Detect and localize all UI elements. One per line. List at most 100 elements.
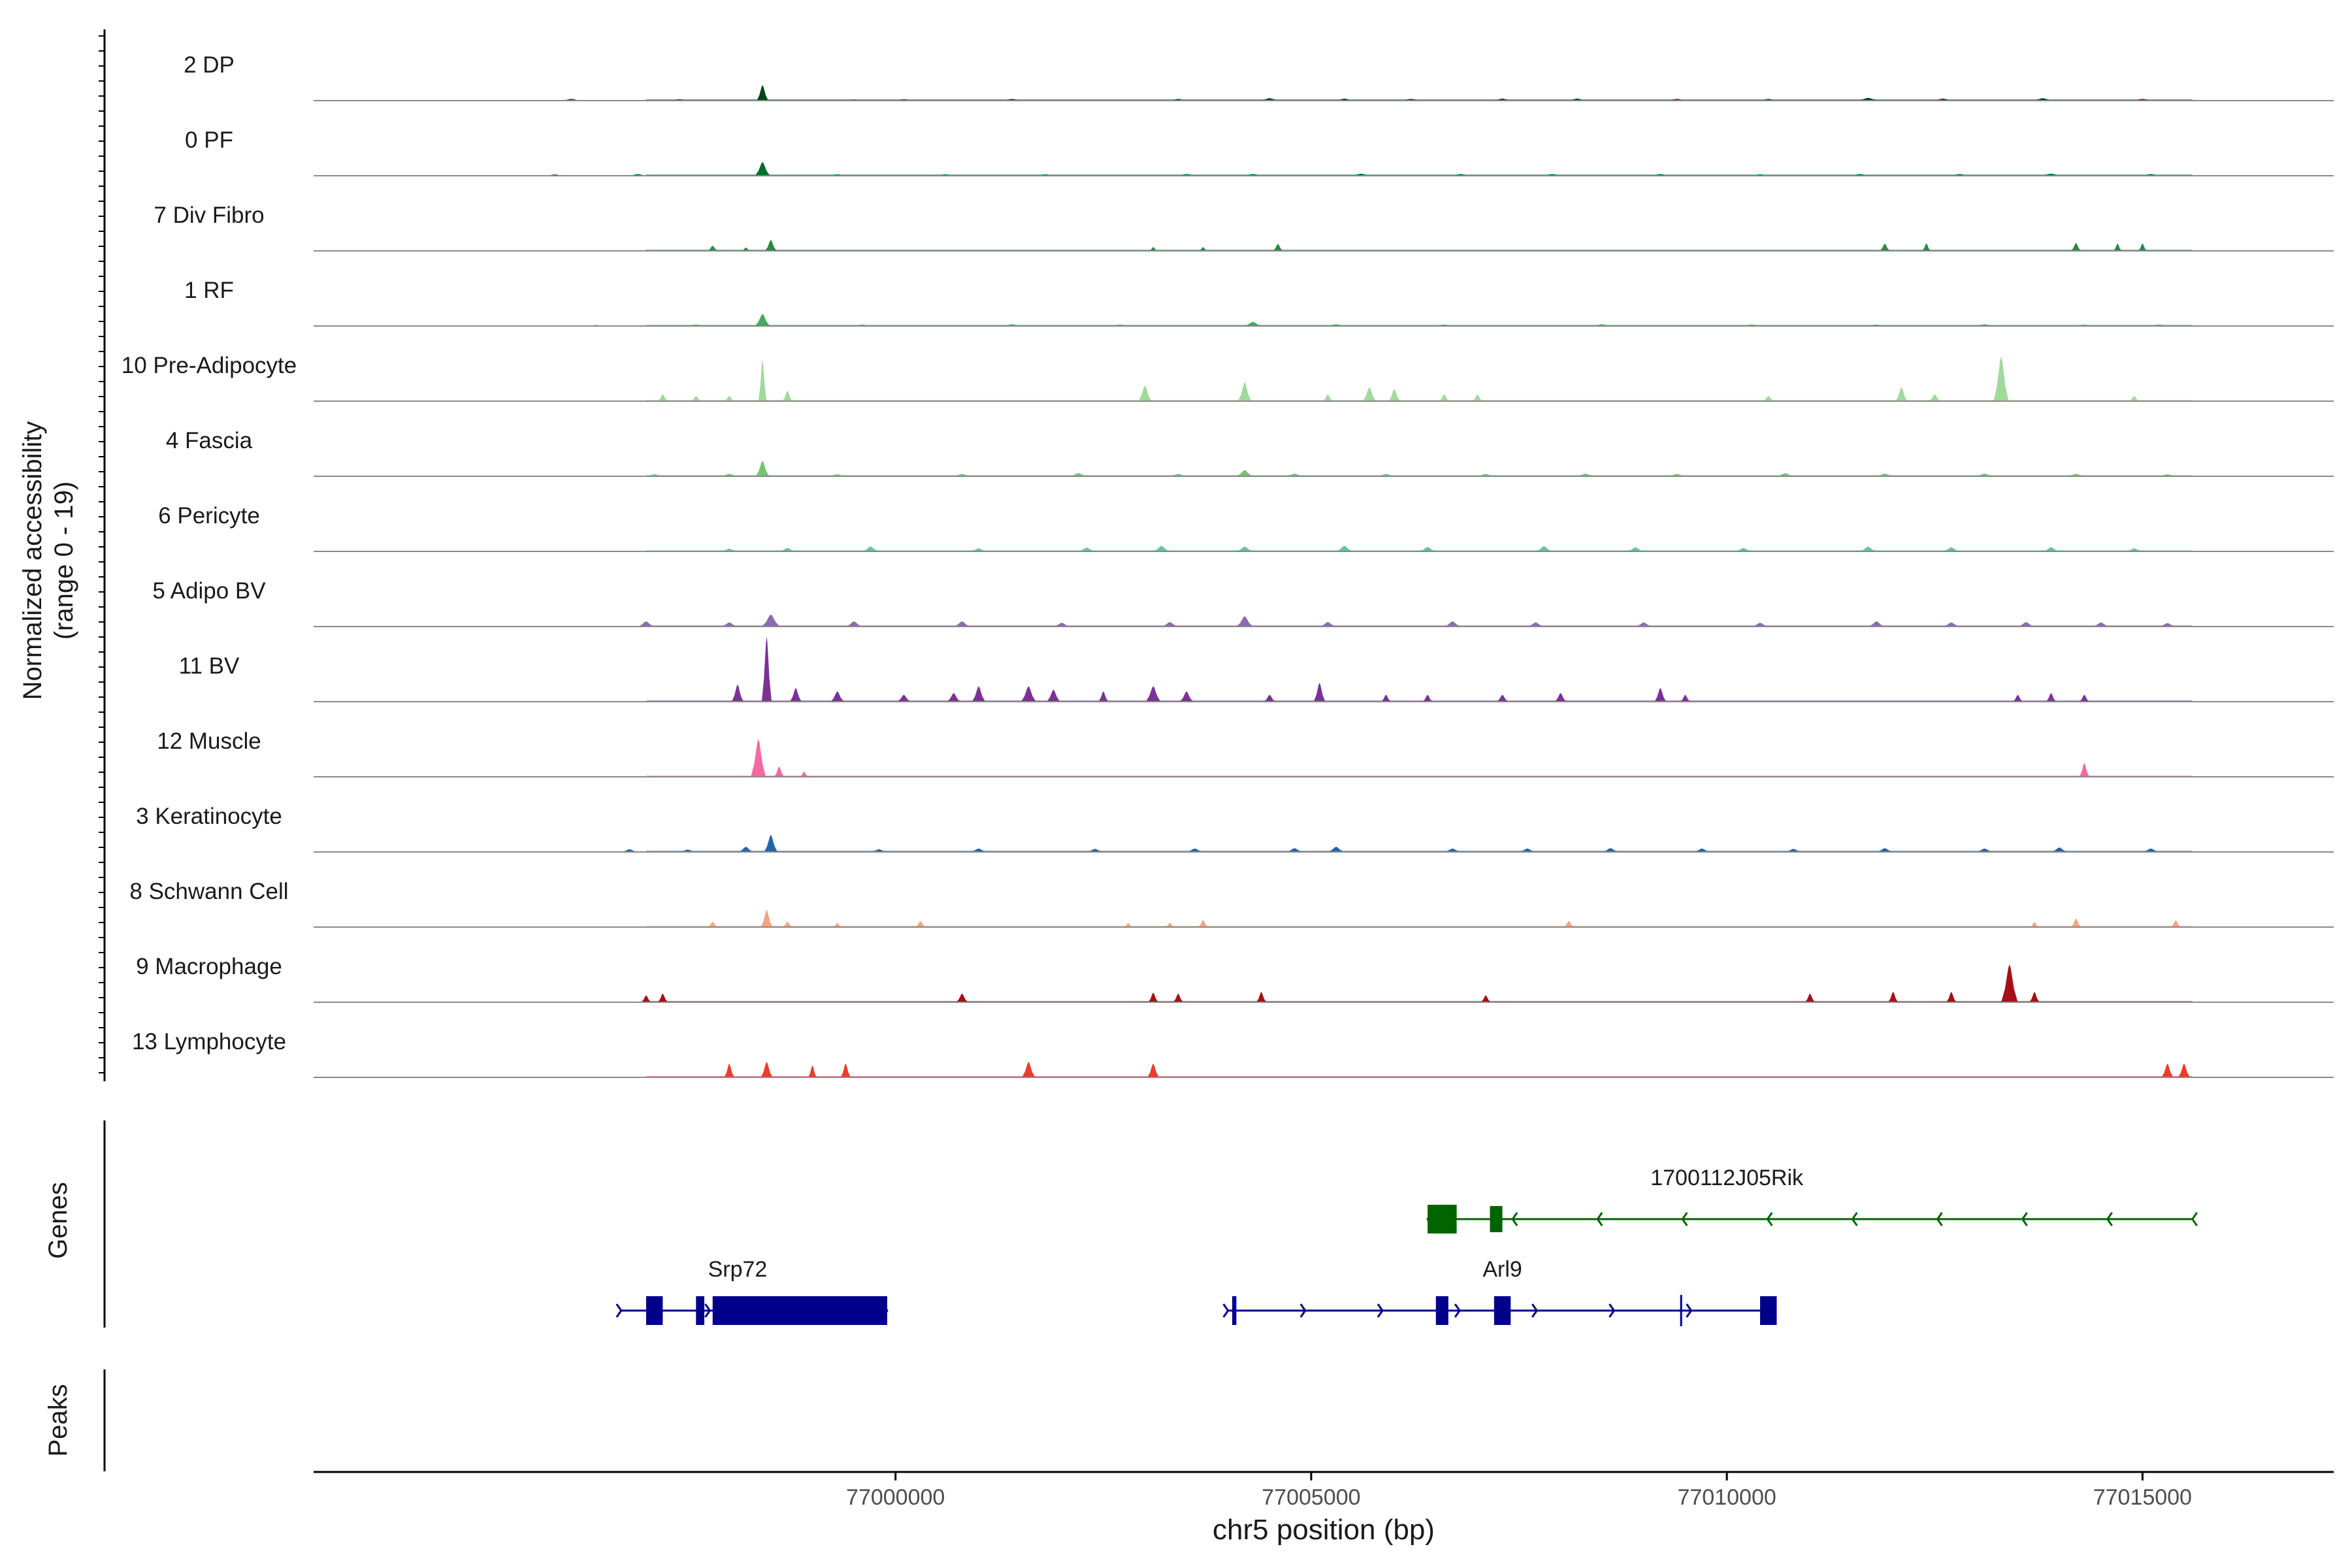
gene-label: Arl9 <box>1482 1257 1522 1282</box>
strand-arrow <box>704 1303 711 1318</box>
accessibility-peak <box>2159 623 2176 627</box>
accessibility-peak <box>1161 622 1179 627</box>
accessibility-peak <box>1762 396 1774 401</box>
accessibility-peak <box>845 621 862 627</box>
accessibility-peak <box>870 849 887 852</box>
accessibility-peak <box>764 240 777 251</box>
accessibility-peak <box>758 359 767 401</box>
accessibility-peak <box>761 636 772 702</box>
accessibility-peak <box>1942 547 1960 551</box>
track-label: 5 Adipo BV <box>152 578 266 604</box>
strand-arrow <box>1454 1303 1461 1318</box>
accessibility-peak <box>1602 848 1619 852</box>
accessibility-peak <box>1145 686 1161 702</box>
y-axis-label: Normalized accessibility <box>18 421 47 700</box>
accessibility-peak <box>2051 847 2068 852</box>
accessibility-peak <box>2070 242 2082 251</box>
accessibility-peak <box>1173 993 1183 1002</box>
accessibility-peak <box>1022 1062 1036 1077</box>
accessibility-peak <box>760 909 773 927</box>
gene-srp72: Srp72 <box>615 1257 889 1325</box>
accessibility-peak <box>800 772 809 777</box>
track-3-keratinocyte: 3 Keratinocyte <box>136 804 2334 853</box>
accessibility-peak <box>1875 473 1894 476</box>
accessibility-peak <box>724 1063 734 1077</box>
accessibility-peak <box>953 621 971 627</box>
accessibility-peak <box>1776 473 1795 476</box>
gene-exon <box>712 1296 887 1325</box>
track-1-rf: 1 RF <box>184 278 2334 327</box>
x-tick-label: 77005000 <box>1262 1485 1360 1510</box>
accessibility-peak <box>621 849 638 852</box>
accessibility-peak <box>691 396 701 401</box>
strand-arrow <box>2106 1212 2113 1226</box>
accessibility-peak <box>738 847 754 852</box>
accessibility-peak <box>1286 848 1303 852</box>
accessibility-peak <box>1693 848 1710 852</box>
strand-arrow <box>1377 1303 1384 1318</box>
accessibility-peak <box>833 923 841 927</box>
accessibility-peak <box>1895 387 1908 401</box>
accessibility-peak <box>2125 548 2143 551</box>
accessibility-peak <box>862 546 879 551</box>
accessibility-peak <box>1576 473 1595 476</box>
accessibility-peak <box>1887 992 1899 1002</box>
accessibility-peak <box>1880 243 1890 251</box>
y-axis <box>99 29 106 1081</box>
accessibility-peak <box>1752 623 1769 627</box>
track-8-schwann-cell: 8 Schwann Cell <box>129 879 2334 928</box>
accessibility-peak <box>915 921 926 927</box>
strand-arrow <box>1222 1303 1230 1318</box>
accessibility-peak <box>755 314 770 326</box>
accessibility-peak <box>1199 247 1207 251</box>
accessibility-peak <box>751 739 766 777</box>
accessibility-peak <box>779 547 796 551</box>
strand-arrow <box>1936 1212 1943 1226</box>
accessibility-peak <box>1563 921 1575 927</box>
accessibility-peak <box>755 161 770 176</box>
accessibility-peak <box>1328 847 1345 852</box>
strand-arrow <box>1531 1303 1539 1318</box>
accessibility-peak <box>782 922 792 927</box>
accessibility-peak <box>708 922 718 927</box>
accessibility-peak <box>1480 995 1491 1002</box>
accessibility-peak <box>1535 546 1552 551</box>
accessibility-peak <box>1946 992 1957 1002</box>
strand-arrow <box>2021 1212 2028 1226</box>
accessibility-peak <box>972 686 986 702</box>
accessibility-peak <box>956 993 968 1002</box>
accessibility-peak <box>1148 992 1158 1002</box>
accessibility-peak <box>2001 964 2018 1002</box>
accessibility-peak <box>1785 849 1802 852</box>
accessibility-peak <box>1053 623 1070 627</box>
gene-label: Srp72 <box>708 1257 768 1282</box>
accessibility-peak <box>2017 622 2034 627</box>
accessibility-peak <box>970 848 987 852</box>
accessibility-peak <box>1237 382 1252 401</box>
accessibility-peak <box>1078 547 1096 551</box>
accessibility-peak <box>1388 389 1401 401</box>
accessibility-peak <box>790 687 802 702</box>
strand-arrow <box>1851 1212 1858 1226</box>
strand-arrow <box>1766 1212 1773 1226</box>
strand-arrow <box>615 1303 623 1318</box>
accessibility-peak <box>721 622 738 627</box>
x-tick-label: 77015000 <box>2093 1485 2192 1510</box>
accessibility-peak <box>2012 694 2023 702</box>
accessibility-peak <box>1859 546 1877 551</box>
accessibility-peak <box>721 548 738 551</box>
accessibility-peak <box>2046 693 2057 702</box>
accessibility-peak <box>1322 394 1333 401</box>
accessibility-peak <box>1735 547 1752 551</box>
accessibility-peak <box>1243 321 1262 326</box>
accessibility-peak <box>1627 547 1644 551</box>
accessibility-peak <box>641 995 651 1002</box>
accessibility-peak <box>657 993 668 1002</box>
accessibility-peak <box>1021 686 1036 702</box>
accessibility-peak <box>1362 387 1377 401</box>
accessibility-peak <box>1635 622 1652 627</box>
strand-arrow <box>2191 1212 2198 1226</box>
x-axis-ticks: 77000000 77005000 77010000 77015000 <box>846 1472 2192 1510</box>
accessibility-peak <box>1680 694 1691 702</box>
accessibility-peak <box>1179 691 1194 702</box>
